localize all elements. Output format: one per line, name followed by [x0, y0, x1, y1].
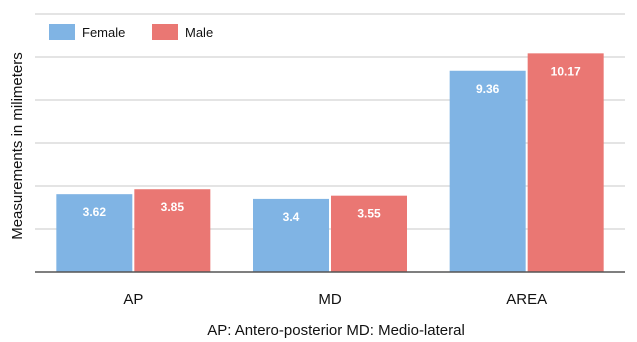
- legend-label-male: Male: [185, 25, 213, 40]
- bars: [56, 53, 604, 272]
- value-label-female-area: 9.36: [476, 82, 500, 96]
- value-label-female-ap: 3.62: [83, 205, 107, 219]
- gridlines: [35, 13, 625, 230]
- bar-male-ap: [134, 189, 211, 272]
- bar-male-md: [331, 195, 407, 272]
- category-label-ap: AP: [123, 291, 143, 308]
- legend-swatch-male: [152, 24, 178, 40]
- y-axis-label: Measurements in milimeters: [9, 52, 26, 240]
- legend-label-female: Female: [82, 25, 125, 40]
- bar-male-area: [527, 53, 604, 272]
- bar-female-ap: [56, 194, 133, 272]
- x-axis-label: AP: Antero-posterior MD: Medio-lateral: [207, 322, 465, 339]
- category-label-md: MD: [318, 291, 341, 308]
- bar-female-md: [253, 198, 329, 272]
- value-label-female-md: 3.4: [283, 210, 300, 224]
- legend: Female Male: [49, 24, 213, 40]
- value-label-male-ap: 3.85: [161, 200, 185, 214]
- bar-female-area: [449, 70, 526, 272]
- legend-swatch-female: [49, 24, 75, 40]
- category-labels: AP MD AREA: [123, 291, 547, 308]
- value-label-male-md: 3.55: [357, 207, 381, 221]
- value-label-male-area: 10.17: [551, 64, 581, 78]
- value-labels: 3.62 3.85 3.4 3.55 9.36 10.17: [83, 64, 581, 224]
- category-label-area: AREA: [506, 291, 547, 308]
